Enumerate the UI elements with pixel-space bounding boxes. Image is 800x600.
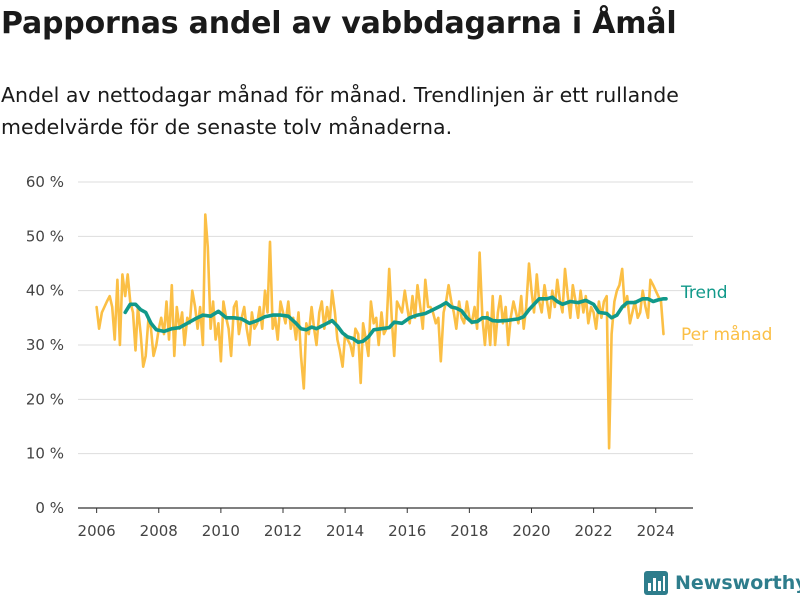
- chart-subtitle: Andel av nettodagar månad för månad. Tre…: [1, 83, 679, 139]
- x-tick-label: 2014: [326, 522, 364, 540]
- y-tick-label: 60 %: [26, 173, 64, 191]
- x-tick-label: 2008: [140, 522, 178, 540]
- y-tick-label: 50 %: [26, 227, 64, 245]
- x-tick-label: 2006: [78, 522, 116, 540]
- y-tick-label: 0 %: [35, 499, 64, 517]
- brand-name: Newsworthy: [675, 572, 800, 594]
- y-tick-label: 30 %: [26, 336, 64, 354]
- bar-chart-logo-icon: [644, 571, 668, 595]
- x-tick-label: 2024: [637, 522, 675, 540]
- y-axis-ticks: 0 % 10 % 20 % 30 % 40 % 50 % 60 %: [26, 173, 64, 517]
- y-tick-label: 40 %: [26, 282, 64, 300]
- x-tick-label: 2020: [512, 522, 550, 540]
- legend: Per månad Trend: [680, 283, 772, 345]
- y-tick-label: 10 %: [26, 445, 64, 463]
- series-lines: [95, 213, 668, 450]
- legend-label-trend: Trend: [680, 283, 728, 303]
- x-tick-label: 2012: [264, 522, 302, 540]
- x-tick-label: 2022: [575, 522, 613, 540]
- y-tick-label: 20 %: [26, 390, 64, 408]
- brand-logo[interactable]: Newsworthy: [644, 569, 800, 597]
- x-tick-label: 2010: [202, 522, 240, 540]
- chart-title: Pappornas andel av vabbdagarna i Åmål: [1, 6, 677, 41]
- x-tick-label: 2016: [388, 522, 426, 540]
- legend-label-per-manad: Per månad: [681, 324, 772, 345]
- x-tick-label: 2018: [450, 522, 488, 540]
- gridlines: [78, 181, 693, 455]
- series-line-trend: [123, 295, 668, 345]
- x-axis: 2006 2008 2010 2012 2014 2016 2018 2020 2022 2024: [78, 507, 693, 540]
- series-line-per-manad: [95, 213, 665, 450]
